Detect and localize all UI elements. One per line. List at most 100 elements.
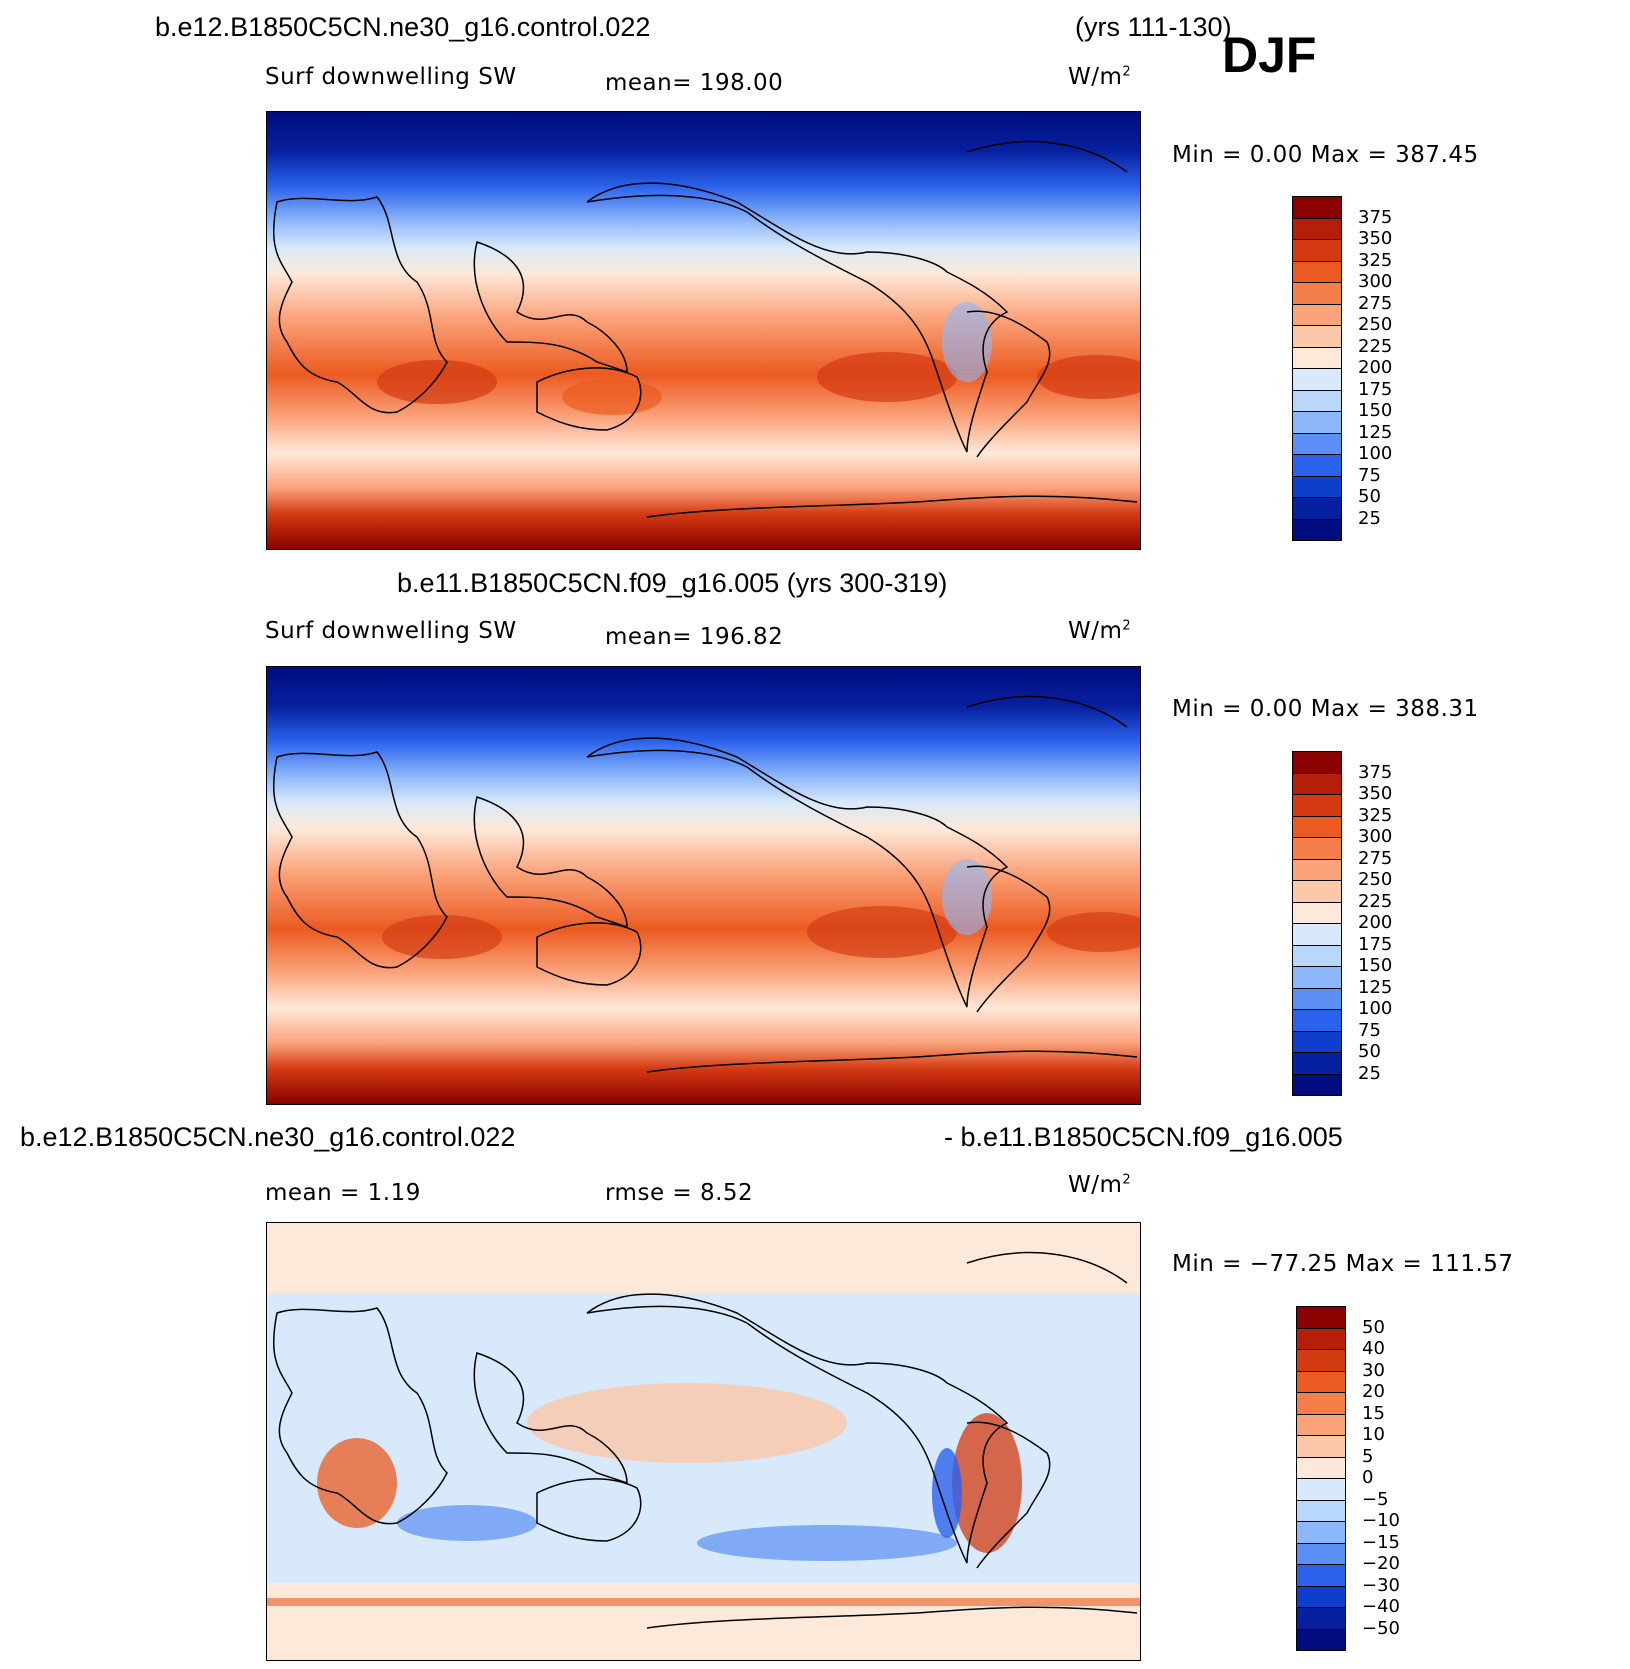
colorbar-tick-label: 125 <box>1358 421 1393 443</box>
colorbar-tick-label: 50 <box>1358 1041 1381 1062</box>
colorbar-tick-label: −5 <box>1362 1488 1389 1510</box>
colorbar-swatch <box>1296 1456 1346 1479</box>
colorbar-tick-label: −15 <box>1362 1531 1400 1553</box>
colorbar-swatch <box>1292 389 1342 412</box>
panel3-map <box>266 1222 1141 1661</box>
colorbar-swatch <box>1292 432 1342 455</box>
colorbar-tick-label: 250 <box>1358 869 1393 890</box>
colorbar-swatch <box>1292 923 1342 946</box>
panel1-map-field <box>267 112 1140 549</box>
colorbar-tick-label: −20 <box>1362 1553 1400 1574</box>
colorbar-swatch <box>1296 1370 1346 1393</box>
colorbar-swatch <box>1296 1499 1346 1522</box>
panel2-case-title: b.e11.B1850C5CN.f09_g16.005 (yrs 300-319… <box>397 568 948 598</box>
colorbar-swatch <box>1292 837 1342 860</box>
colorbar-swatch <box>1292 772 1342 795</box>
colorbar-tick-label: 300 <box>1358 271 1393 292</box>
colorbar-swatch <box>1296 1306 1346 1329</box>
panel2-units: W/m2 <box>1068 618 1132 644</box>
panel3-units: W/m2 <box>1068 1172 1132 1198</box>
panel1-map <box>266 111 1141 550</box>
colorbar-swatch <box>1292 987 1342 1010</box>
panel1-case-title: b.e12.B1850C5CN.ne30_g16.control.022 <box>155 12 651 42</box>
panel3-rmse: rmse = 8.52 <box>605 1180 754 1206</box>
colorbar-tick-label: 150 <box>1358 400 1393 421</box>
panel2-mean: mean= 196.82 <box>605 624 784 650</box>
colorbar-swatch <box>1292 1052 1342 1075</box>
panel2-variable: Surf downwelling SW <box>265 618 517 644</box>
panel3-case-title: b.e12.B1850C5CN.ne30_g16.control.022 <box>20 1122 516 1152</box>
colorbar-swatch <box>1292 858 1342 881</box>
colorbar-swatch <box>1292 217 1342 240</box>
colorbar-swatch <box>1292 518 1342 541</box>
colorbar-swatch <box>1292 196 1342 219</box>
colorbar-swatch <box>1296 1392 1346 1415</box>
colorbar-tick-label: 200 <box>1358 912 1393 933</box>
colorbar-swatch <box>1292 239 1342 262</box>
colorbar-swatch <box>1292 901 1342 924</box>
colorbar-tick-label: 50 <box>1362 1316 1385 1338</box>
colorbar-swatch <box>1292 966 1342 989</box>
colorbar-swatch <box>1292 815 1342 838</box>
panel2-minmax: Min = 0.00 Max = 388.31 <box>1172 696 1479 722</box>
colorbar-tick-label: 275 <box>1358 292 1393 314</box>
colorbar-swatch <box>1292 751 1342 774</box>
colorbar-tick-label: −50 <box>1362 1617 1400 1639</box>
colorbar-tick-label: 100 <box>1358 998 1393 1019</box>
colorbar-swatch <box>1292 411 1342 434</box>
colorbar-swatch <box>1292 497 1342 520</box>
colorbar-tick-label: 100 <box>1358 443 1393 464</box>
colorbar-tick-label: 200 <box>1358 357 1393 378</box>
colorbar-tick-label: 275 <box>1358 847 1393 869</box>
colorbar-swatch <box>1296 1585 1346 1608</box>
colorbar-tick-label: 375 <box>1358 206 1393 228</box>
panel3-minus-case: - b.e11.B1850C5CN.f09_g16.005 <box>944 1122 1343 1152</box>
colorbar-swatch <box>1292 1030 1342 1053</box>
panel2-map-field <box>267 667 1140 1104</box>
panel3-mean: mean = 1.19 <box>265 1180 421 1206</box>
colorbar-swatch <box>1292 325 1342 348</box>
panel1-minmax: Min = 0.00 Max = 387.45 <box>1172 142 1479 168</box>
colorbar-swatch <box>1292 303 1342 326</box>
panel1-variable: Surf downwelling SW <box>265 64 517 90</box>
colorbar-tick-label: 350 <box>1358 228 1393 249</box>
colorbar-tick-label: 25 <box>1358 507 1381 529</box>
colorbar-tick-label: 50 <box>1358 486 1381 507</box>
season-label: DJF <box>1222 27 1317 83</box>
colorbar-swatch <box>1296 1564 1346 1587</box>
colorbar-tick-label: −30 <box>1362 1574 1400 1596</box>
colorbar-tick-label: 30 <box>1362 1359 1385 1381</box>
colorbar-tick-label: 25 <box>1358 1062 1381 1084</box>
colorbar-swatch <box>1296 1413 1346 1436</box>
colorbar-swatch <box>1292 1073 1342 1096</box>
colorbar-swatch <box>1296 1349 1346 1372</box>
colorbar-tick-label: 0 <box>1362 1467 1374 1488</box>
panel1-units: W/m2 <box>1068 64 1132 90</box>
colorbar-swatch <box>1292 944 1342 967</box>
colorbar-swatch <box>1292 475 1342 498</box>
colorbar-swatch <box>1292 794 1342 817</box>
colorbar-swatch <box>1296 1607 1346 1630</box>
colorbar-swatch <box>1296 1542 1346 1565</box>
colorbar-tick-label: 300 <box>1358 826 1393 847</box>
colorbar-tick-label: 175 <box>1358 378 1393 400</box>
panel2-map <box>266 666 1141 1105</box>
colorbar-swatch <box>1296 1628 1346 1651</box>
colorbar-tick-label: 175 <box>1358 933 1393 955</box>
panel1-years: (yrs 111-130) <box>1075 12 1232 42</box>
colorbar-tick-label: 40 <box>1362 1338 1385 1359</box>
colorbar-swatch <box>1292 260 1342 283</box>
colorbar-swatch <box>1292 282 1342 305</box>
colorbar-swatch <box>1292 368 1342 391</box>
colorbar-swatch <box>1296 1327 1346 1350</box>
colorbar-tick-label: 150 <box>1358 955 1393 976</box>
panel1-mean: mean= 198.00 <box>605 70 784 96</box>
colorbar-tick-label: 375 <box>1358 761 1393 783</box>
colorbar-tick-label: −10 <box>1362 1510 1400 1531</box>
panel3-minmax: Min = −77.25 Max = 111.57 <box>1172 1251 1514 1277</box>
colorbar-swatch <box>1292 880 1342 903</box>
colorbar-tick-label: 325 <box>1358 249 1393 271</box>
colorbar-swatch <box>1296 1521 1346 1544</box>
colorbar-tick-label: 75 <box>1358 464 1381 486</box>
colorbar-swatch <box>1292 454 1342 477</box>
